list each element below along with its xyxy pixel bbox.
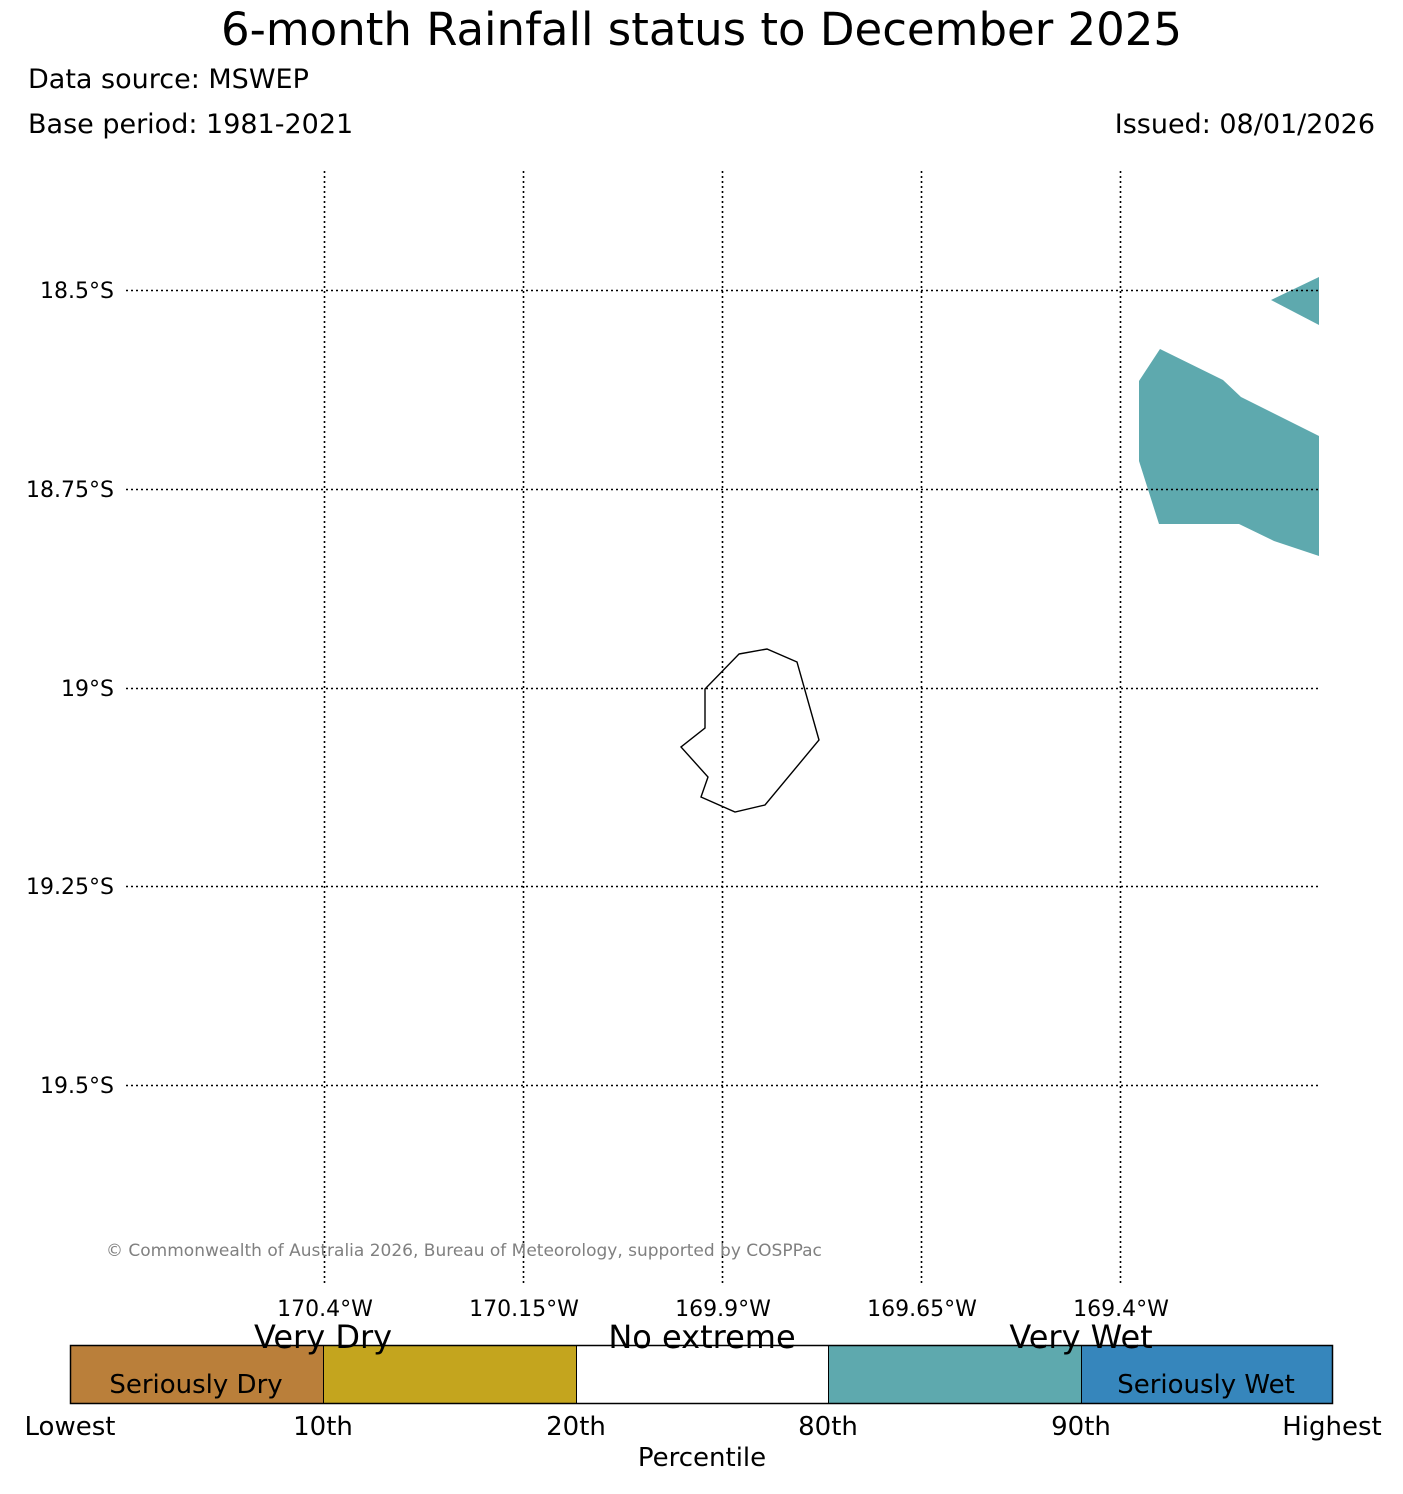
rainfall-map: 18.5°S 18.75°S 19°S 19.25°S 19.5°S 170.4…	[26, 171, 1319, 1322]
lat-label-4: 19.25°S	[26, 875, 114, 900]
legend-axis-label: Percentile	[638, 1443, 766, 1473]
legend-label-seriously-wet: Seriously Wet	[1117, 1370, 1295, 1400]
legend-border	[69, 1344, 1334, 1405]
legend-tick-90th: 90th	[1051, 1412, 1111, 1442]
lon-label-3: 169.9°W	[675, 1297, 771, 1322]
legend-swatch-no-extreme	[576, 1345, 828, 1404]
legend-swatch-very-dry	[323, 1345, 576, 1404]
island-coastline	[679, 648, 820, 813]
base-period: Base period: 1981-2021	[28, 109, 354, 140]
legend-swatch-seriously-wet	[1081, 1345, 1333, 1404]
legend-tick-10th: 10th	[293, 1412, 353, 1442]
lat-label-1: 18.5°S	[40, 279, 114, 304]
legend-swatch-seriously-dry	[70, 1345, 323, 1404]
copyright-notice: © Commonwealth of Australia 2026, Bureau…	[106, 1241, 822, 1261]
legend-colorbar	[69, 1344, 1334, 1405]
legend-tick-highest: Highest	[1282, 1412, 1382, 1442]
legend-tick-lowest: Lowest	[25, 1412, 116, 1442]
legend-tick-80th: 80th	[798, 1412, 858, 1442]
legend-label-seriously-dry: Seriously Dry	[109, 1370, 282, 1400]
longitude-gridlines	[323, 171, 1122, 1285]
very-wet-region-small	[1271, 277, 1319, 325]
lat-label-3: 19°S	[61, 677, 114, 702]
page-title: 6-month Rainfall status to December 2025	[220, 3, 1183, 56]
lon-label-4: 169.65°W	[867, 1297, 977, 1322]
very-wet-region-large	[1139, 349, 1319, 556]
data-source: Data source: MSWEP	[28, 64, 309, 95]
lon-label-2: 170.15°W	[469, 1297, 579, 1322]
legend-tick-20th: 20th	[546, 1412, 606, 1442]
issued-date: Issued: 08/01/2026	[1114, 109, 1375, 140]
lon-label-5: 169.4°W	[1073, 1297, 1169, 1322]
lat-label-5: 19.5°S	[40, 1074, 114, 1099]
lat-label-2: 18.75°S	[26, 478, 114, 503]
latitude-gridlines	[126, 289, 1319, 1087]
legend-swatch-very-wet	[828, 1345, 1081, 1404]
lon-label-1: 170.4°W	[277, 1297, 373, 1322]
